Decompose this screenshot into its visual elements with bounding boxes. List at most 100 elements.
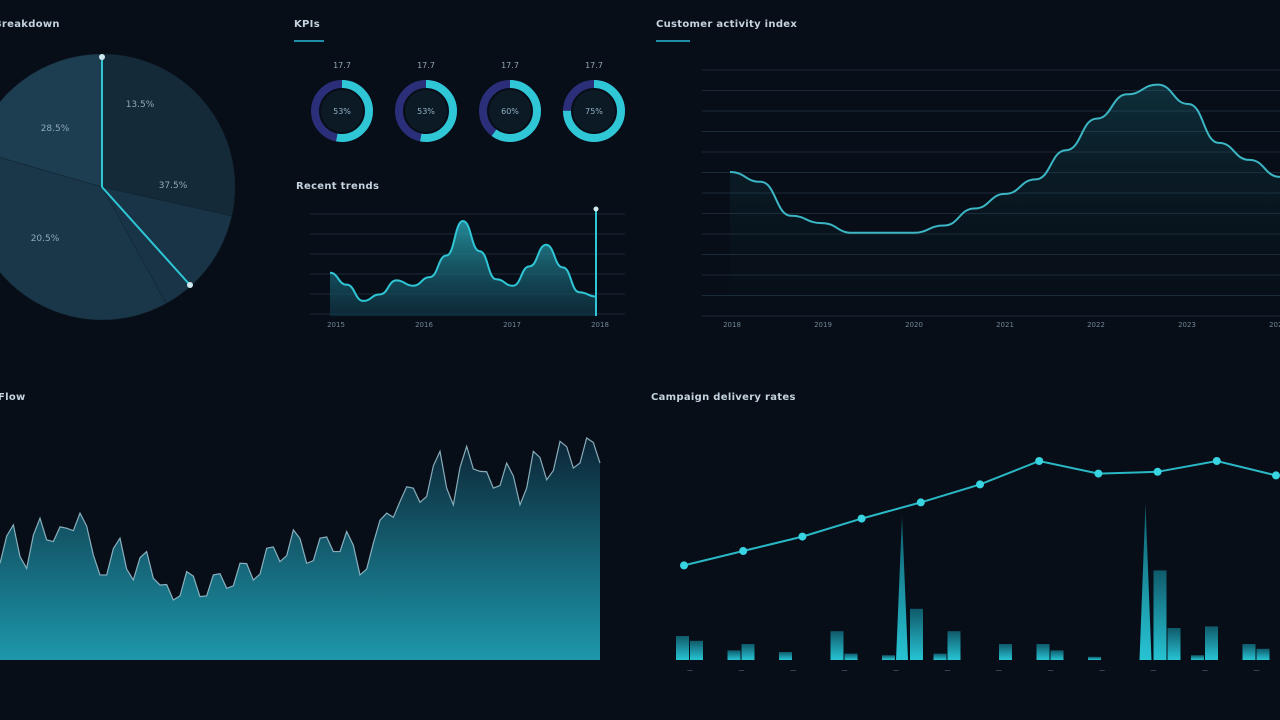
bar-label: — — [790, 667, 796, 674]
campaign-combo-chart: — — — — — — — — — — — — — [676, 457, 1280, 674]
bar-label: — — [739, 667, 745, 674]
bar — [830, 631, 844, 660]
activity-panel-title: Customer activity index — [656, 19, 798, 30]
pie-highlight-line — [101, 186, 191, 286]
pie-panel-title: Breakdown — [0, 19, 60, 30]
bar — [779, 652, 792, 660]
bar-label: — — [687, 667, 693, 674]
bar — [1088, 656, 1101, 660]
campaign-point — [1153, 467, 1162, 476]
donut-center-label: 75% — [585, 107, 603, 116]
donut-center — [489, 90, 531, 132]
donut-progress — [311, 80, 373, 142]
flow-area-fill — [0, 438, 600, 660]
pie-chart: 28.5% 13.5% 37.5% 20.5% — [0, 53, 236, 321]
activity-line-chart: 2018 2019 2020 2021 2022 2023 2024 — [702, 69, 1280, 329]
bar — [882, 655, 895, 660]
pie-slice — [0, 157, 167, 321]
x-tick-label: 2021 — [996, 321, 1014, 329]
campaign-point — [857, 514, 866, 523]
bar — [844, 653, 858, 660]
donut-center-label: 53% — [333, 107, 351, 116]
bar-label: — — [1254, 667, 1260, 674]
campaign-panel-title: Campaign delivery rates — [651, 392, 796, 403]
pie-slice — [0, 53, 103, 188]
bar-label: — — [1151, 667, 1157, 674]
x-tick-label: 2018 — [723, 321, 741, 329]
kpi-panel-title: KPIs — [294, 19, 320, 30]
trend-area-fill — [330, 220, 596, 316]
x-tick-label: 2016 — [415, 321, 433, 329]
bar — [676, 636, 689, 660]
campaign-point — [1272, 471, 1280, 480]
bar — [727, 650, 741, 660]
pie-slice — [101, 186, 233, 304]
bar — [999, 644, 1012, 660]
pie-slice-label: 28.5% — [41, 124, 70, 134]
x-tick-label: 2017 — [503, 321, 521, 329]
donut-center — [405, 90, 447, 132]
x-tick-label: 2020 — [905, 321, 923, 329]
bar — [690, 640, 703, 660]
bar-spike — [896, 516, 908, 660]
bar-spike — [1139, 503, 1152, 660]
donut-top-label: 17.7 — [501, 61, 519, 70]
donut-center — [573, 90, 615, 132]
bar-label: — — [996, 667, 1002, 674]
bar-label: — — [1202, 667, 1208, 674]
campaign-point — [1212, 457, 1221, 465]
x-tick-label: 2023 — [1178, 321, 1196, 329]
pie-slice — [101, 53, 236, 217]
trend-cursor-marker — [593, 206, 599, 212]
campaign-point — [680, 561, 688, 570]
flow-panel-title: Flow — [0, 392, 26, 403]
donut-progress — [395, 80, 457, 142]
donut-center — [321, 90, 363, 132]
trend-line — [329, 219, 597, 302]
bar-label: — — [945, 667, 951, 674]
bar-label: — — [1099, 667, 1105, 674]
pie-slice-label: 20.5% — [31, 234, 60, 244]
flow-line — [0, 437, 601, 601]
bar — [1256, 648, 1270, 660]
donut-center-label: 60% — [501, 107, 519, 116]
activity-title-underline — [656, 40, 690, 42]
trends-panel-title: Recent trends — [296, 181, 380, 192]
kpi-title-underline — [294, 40, 324, 42]
pie-slice-label: 13.5% — [126, 100, 155, 110]
bar — [1036, 644, 1050, 660]
pie-slice-label: 37.5% — [159, 181, 188, 191]
x-tick-label: 2015 — [327, 321, 345, 329]
campaign-point — [739, 547, 748, 555]
bar — [1050, 650, 1064, 660]
bar — [933, 653, 947, 660]
campaign-point — [976, 480, 984, 489]
pie-marker — [99, 54, 105, 60]
campaign-point — [1094, 469, 1103, 478]
bar — [1205, 626, 1218, 660]
campaign-line — [683, 459, 1277, 567]
donut-top-label: 17.7 — [585, 61, 603, 70]
flow-area-chart — [0, 437, 601, 660]
bar — [1167, 628, 1181, 660]
bar-label: — — [842, 667, 848, 674]
kpi-donuts: 17.7 53% 17.7 53% 17.7 60% 17.7 75% — [311, 61, 625, 142]
trends-area-chart: 2015 2016 2017 2018 — [310, 206, 625, 329]
bar — [1153, 570, 1167, 660]
x-tick-label: 2022 — [1087, 321, 1105, 329]
donut-progress — [563, 80, 625, 142]
campaign-point — [1035, 457, 1044, 465]
bar-label: — — [893, 667, 899, 674]
bar — [1191, 655, 1204, 660]
x-tick-label: 2019 — [814, 321, 832, 329]
activity-area-fill — [730, 84, 1280, 313]
bar — [1242, 644, 1256, 660]
x-tick-label: 2018 — [591, 321, 609, 329]
donut-top-label: 17.7 — [417, 61, 435, 70]
x-tick-label: 2024 — [1269, 321, 1280, 329]
campaign-point — [798, 532, 807, 541]
campaign-point — [916, 498, 925, 507]
donut-progress — [479, 80, 541, 142]
pie-marker — [187, 282, 193, 288]
activity-line — [729, 83, 1280, 234]
